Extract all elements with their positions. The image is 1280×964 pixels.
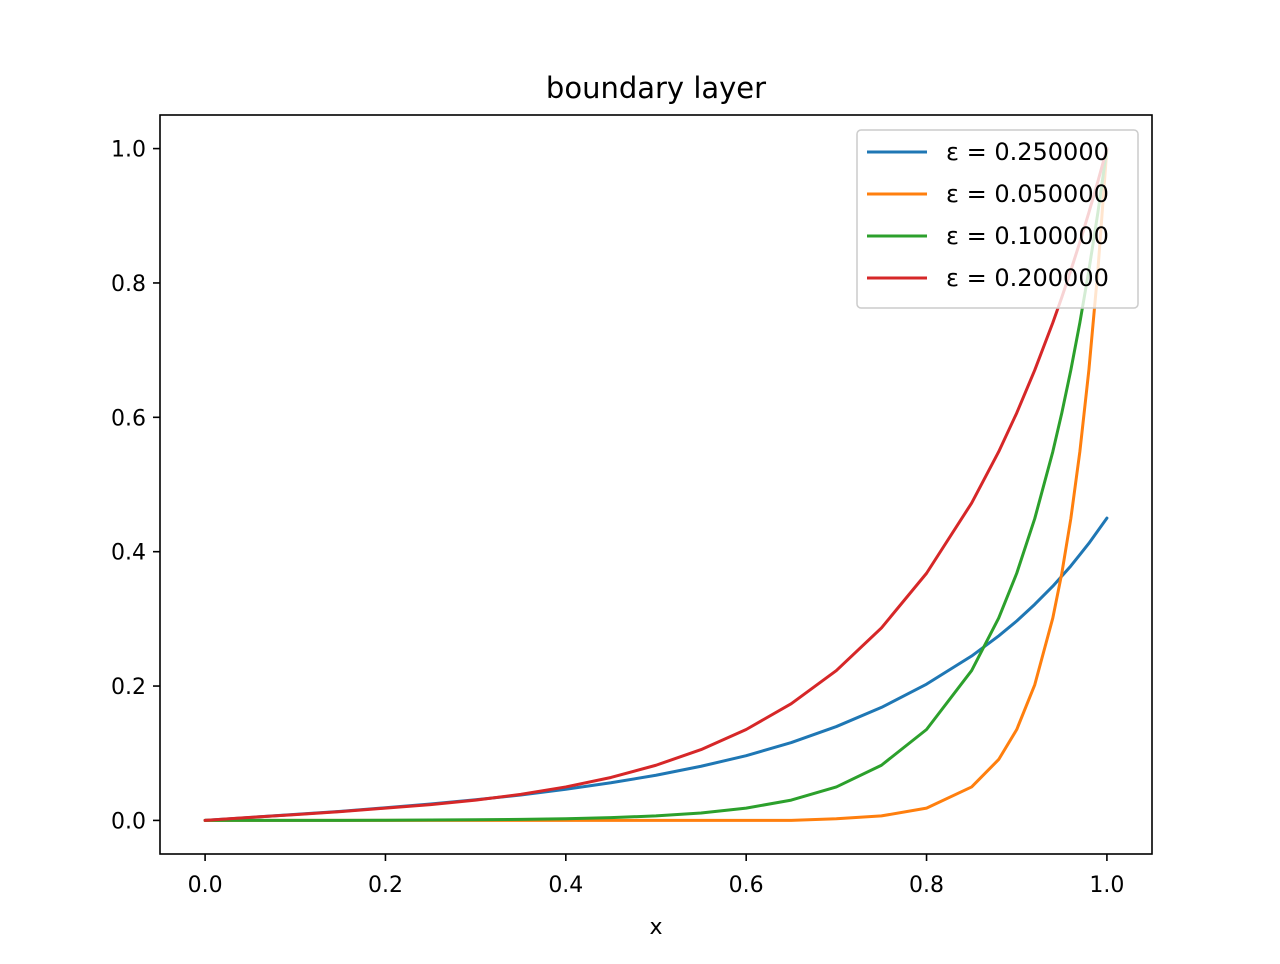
legend: ε = 0.250000 ε = 0.050000 ε = 0.100000 ε = … <box>856 129 1139 309</box>
y-tick-label: 0.8 <box>111 272 146 297</box>
chart-title: boundary layer <box>546 71 766 105</box>
y-tick-label: 0.0 <box>111 809 146 834</box>
y-tick-label: 0.2 <box>111 675 146 700</box>
x-tick-label: 0.6 <box>729 873 764 898</box>
legend-box <box>856 129 1139 309</box>
x-tick-label: 1.0 <box>1089 873 1124 898</box>
series-line-3 <box>203 147 1109 822</box>
x-tick-label: 0.0 <box>188 873 223 898</box>
legend-label-4: ε = 0.200000 <box>946 264 1109 292</box>
y-tick-label: 0.6 <box>111 406 146 431</box>
y-tick-label: 0.4 <box>111 541 146 566</box>
x-tick-label: 0.4 <box>548 873 583 898</box>
y-tick-label: 1.0 <box>111 138 146 163</box>
legend-label-1: ε = 0.250000 <box>946 138 1109 166</box>
x-axis-label: x <box>649 915 662 940</box>
legend-label-2: ε = 0.050000 <box>946 180 1109 208</box>
plot-area <box>203 147 1109 822</box>
axis-ticks: 0.0 0.2 0.4 0.6 0.8 1.0 0.0 0.2 0.4 0.6 0.8 1.0 <box>111 138 1124 898</box>
legend-label-3: ε = 0.100000 <box>946 222 1109 250</box>
x-tick-label: 0.2 <box>368 873 403 898</box>
axes-frame <box>159 114 1153 855</box>
x-tick-label: 0.8 <box>909 873 944 898</box>
